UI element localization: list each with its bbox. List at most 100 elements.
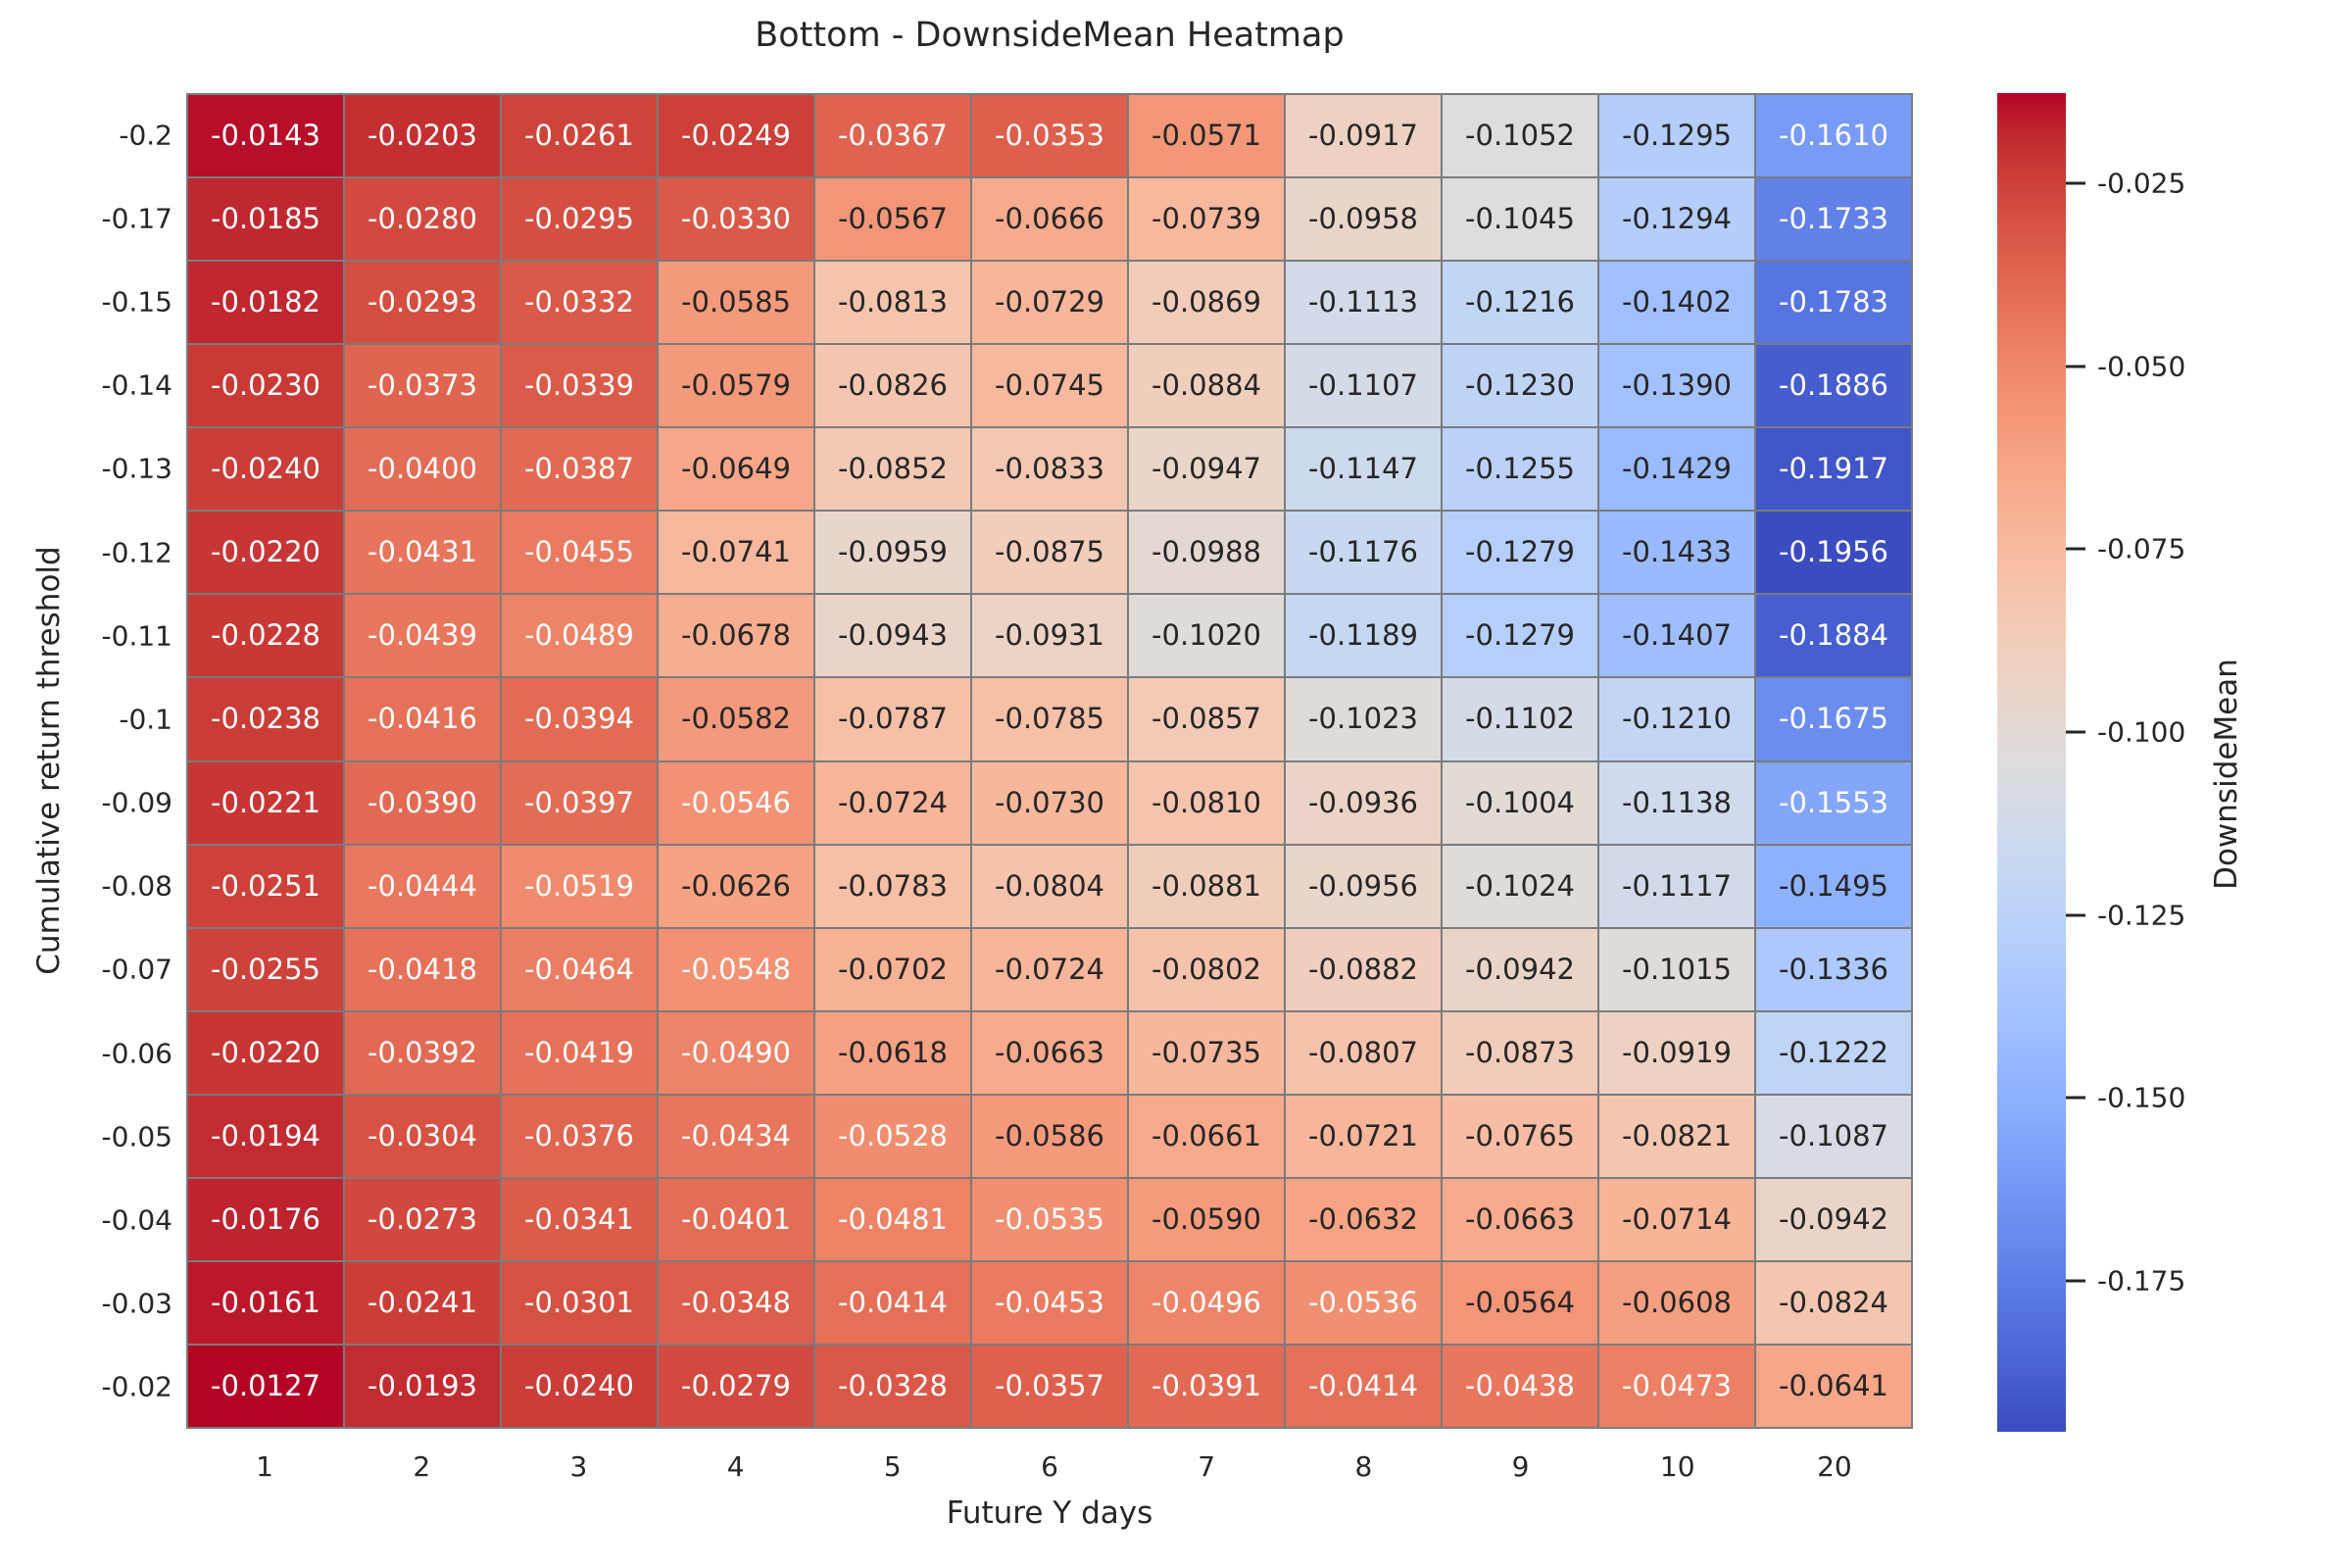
heatmap-cell: -0.0496 [1129,1261,1284,1344]
heatmap-cell: -0.0304 [345,1095,500,1177]
heatmap-cell: -0.0221 [188,761,343,844]
heatmap-cell: -0.0585 [659,262,813,344]
y-tick-label: -0.17 [101,202,172,235]
heatmap-cell: -0.0161 [188,1261,343,1344]
y-tick-label: -0.12 [101,536,172,569]
heatmap-cell: -0.0721 [1286,1095,1441,1177]
heatmap-cell: -0.0943 [815,595,970,677]
heatmap-cell: -0.0590 [1129,1178,1284,1260]
heatmap-cell: -0.1210 [1599,678,1754,760]
heatmap-cell: -0.0663 [972,1011,1127,1094]
heatmap-cell: -0.0810 [1129,761,1284,844]
heatmap-cell: -0.1087 [1756,1095,1911,1177]
heatmap-cell: -0.0873 [1443,1011,1597,1094]
heatmap-cell: -0.1675 [1756,678,1911,760]
heatmap-cell: -0.0586 [972,1095,1127,1177]
colorbar-tick-label: -0.150 [2097,1081,2186,1114]
heatmap-cell: -0.0729 [972,262,1127,344]
heatmap-cell: -0.0185 [188,178,343,261]
heatmap-cell: -0.0249 [659,95,813,177]
heatmap-cell: -0.1917 [1756,428,1911,511]
heatmap-cell: -0.0255 [188,928,343,1010]
y-tick-label: -0.07 [101,953,172,986]
heatmap-cell: -0.1295 [1599,95,1754,177]
heatmap-cell: -0.1429 [1599,428,1754,511]
heatmap-cell: -0.0348 [659,1261,813,1344]
colorbar-tick-mark [2066,547,2085,551]
colorbar-tick-mark [2066,1279,2085,1283]
heatmap-cell: -0.0745 [972,345,1127,427]
heatmap-cell: -0.1230 [1443,345,1597,427]
heatmap-cell: -0.1279 [1443,595,1597,677]
heatmap-cell: -0.0328 [815,1345,970,1427]
heatmap-cell: -0.0293 [345,262,500,344]
heatmap-cell: -0.0419 [502,1011,657,1094]
x-axis-label: Future Y days [946,1495,1153,1531]
y-tick-label: -0.02 [101,1370,172,1403]
heatmap-cell: -0.0341 [502,1178,657,1260]
y-tick-label: -0.13 [101,452,172,485]
heatmap-cell: -0.0273 [345,1178,500,1260]
heatmap-cell: -0.0735 [1129,1011,1284,1094]
y-tick-label: -0.2 [119,119,172,152]
heatmap-cell: -0.0881 [1129,845,1284,927]
heatmap-cell: -0.0439 [345,595,500,677]
heatmap-cell: -0.0401 [659,1178,813,1260]
colorbar-tick-mark [2066,365,2085,368]
heatmap-cell: -0.0882 [1286,928,1441,1010]
heatmap-cell: -0.1176 [1286,512,1441,594]
heatmap-cell: -0.1117 [1599,845,1754,927]
heatmap-cell: -0.0988 [1129,512,1284,594]
heatmap-cell: -0.0373 [345,345,500,427]
heatmap-cell: -0.0339 [502,345,657,427]
heatmap-cell: -0.1255 [1443,428,1597,511]
heatmap-cell: -0.0833 [972,428,1127,511]
colorbar-tick-label: -0.125 [2097,899,2186,932]
heatmap-cell: -0.0464 [502,928,657,1010]
heatmap-cell: -0.0444 [345,845,500,927]
heatmap-cell: -0.0357 [972,1345,1127,1427]
x-tick-label: 5 [883,1450,902,1483]
heatmap-cell: -0.0453 [972,1261,1127,1344]
y-tick-label: -0.08 [101,869,172,903]
heatmap-cell: -0.0813 [815,262,970,344]
heatmap-cell: -0.0431 [345,512,500,594]
heatmap-cell: -0.0387 [502,428,657,511]
colorbar-tick-mark [2066,1096,2085,1100]
y-tick-label: -0.15 [101,285,172,318]
heatmap-cell: -0.1294 [1599,178,1754,261]
heatmap-cell: -0.0261 [502,95,657,177]
heatmap-cell: -0.1390 [1599,345,1754,427]
heatmap-cell: -0.0301 [502,1261,657,1344]
heatmap-cell: -0.0724 [815,761,970,844]
heatmap-cell: -0.0564 [1443,1261,1597,1344]
heatmap-cell: -0.0434 [659,1095,813,1177]
heatmap-cell: -0.1336 [1756,928,1911,1010]
heatmap-cell: -0.1495 [1756,845,1911,927]
heatmap-cell: -0.0295 [502,178,657,261]
colorbar-tick-label: -0.025 [2097,167,2186,200]
heatmap-cell: -0.0739 [1129,178,1284,261]
heatmap-cell: -0.1279 [1443,512,1597,594]
heatmap-cell: -0.0857 [1129,678,1284,760]
heatmap-cell: -0.0548 [659,928,813,1010]
heatmap-cell: -0.0220 [188,1011,343,1094]
colorbar-gradient [1997,93,2066,1432]
heatmap-cell: -0.0400 [345,428,500,511]
heatmap-cell: -0.0785 [972,678,1127,760]
heatmap-cell: -0.1052 [1443,95,1597,177]
heatmap-cell: -0.0390 [345,761,500,844]
heatmap-cell: -0.0702 [815,928,970,1010]
x-tick-label: 8 [1354,1450,1373,1483]
colorbar-label: DownsideMean [2209,659,2244,890]
heatmap-cell: -0.1433 [1599,512,1754,594]
heatmap-cell: -0.0394 [502,678,657,760]
y-tick-label: -0.03 [101,1287,172,1320]
heatmap-cell: -0.0783 [815,845,970,927]
heatmap-cell: -0.0649 [659,428,813,511]
colorbar-tick-label: -0.100 [2097,715,2186,749]
heatmap-cell: -0.1886 [1756,345,1911,427]
heatmap-cell: -0.0414 [1286,1345,1441,1427]
heatmap-cell: -0.0353 [972,95,1127,177]
